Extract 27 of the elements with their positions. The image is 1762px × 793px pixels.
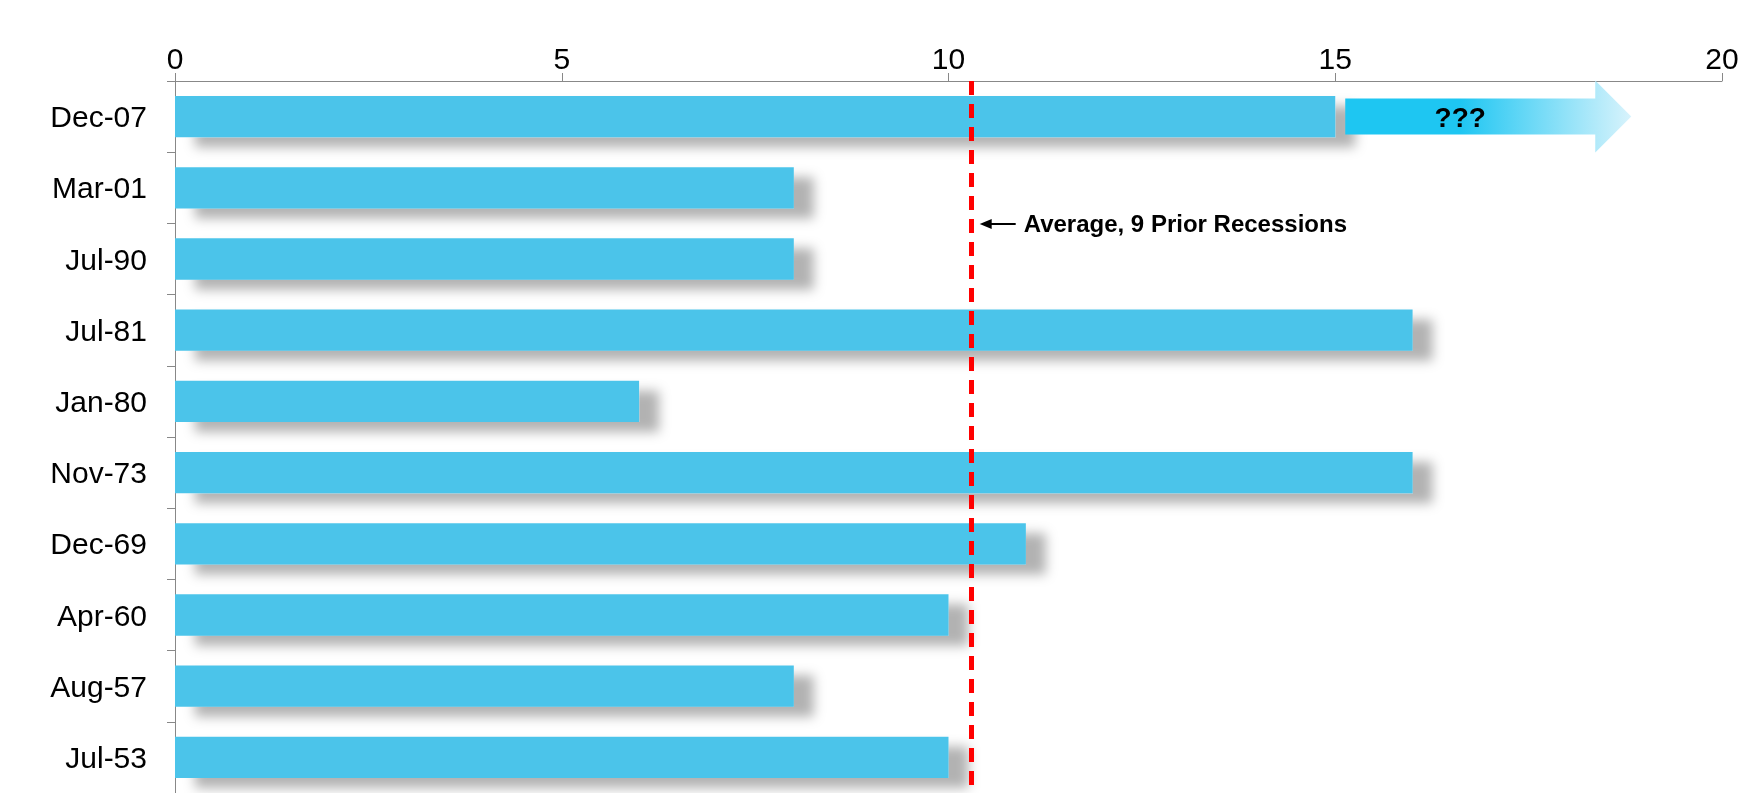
x-tick-label: 5 xyxy=(553,41,571,75)
x-tick-label: 0 xyxy=(166,41,184,75)
x-tick-label: 15 xyxy=(1318,41,1352,75)
bar xyxy=(175,167,794,209)
y-tick-label: Jul-81 xyxy=(65,313,147,347)
bar xyxy=(175,665,794,707)
y-tick-label: Dec-69 xyxy=(50,527,147,561)
y-tick-label: Nov-73 xyxy=(50,456,147,490)
ref-line-label: Average, 9 Prior Recessions xyxy=(1023,210,1347,237)
bar xyxy=(175,238,794,280)
bar xyxy=(175,451,1413,494)
y-tick-label: Aug-57 xyxy=(50,669,147,703)
bar xyxy=(175,736,949,779)
y-tick-label: Jul-90 xyxy=(65,242,147,276)
y-tick-label: Mar-01 xyxy=(51,171,147,205)
y-tick-label: Jul-53 xyxy=(65,740,147,774)
bar xyxy=(175,594,949,636)
bar xyxy=(175,95,1336,138)
bar xyxy=(175,523,1026,565)
x-tick-label: 20 xyxy=(1705,41,1739,75)
x-tick-label: 10 xyxy=(931,41,966,75)
bar xyxy=(175,309,1413,351)
annotation: ??? xyxy=(1434,101,1486,133)
y-tick-label: Jan-80 xyxy=(55,384,147,418)
y-tick-label: Dec-07 xyxy=(50,100,147,134)
y-tick-label: Apr-60 xyxy=(56,598,147,632)
bar xyxy=(175,380,640,423)
